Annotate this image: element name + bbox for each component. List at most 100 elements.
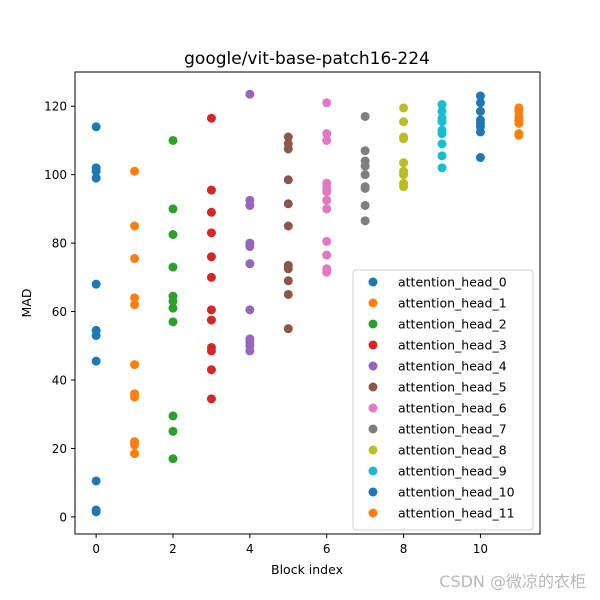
data-point [283,144,293,154]
data-point [283,221,293,231]
data-point [206,315,216,325]
data-point [91,356,101,366]
legend: attention_head_0 attention_head_1 attentio… [352,269,534,531]
legend-label: attention_head_0 [398,275,507,290]
legend-marker [368,466,378,476]
data-point [360,200,370,210]
data-point [322,236,332,246]
legend-marker [368,424,378,434]
data-point [206,185,216,195]
data-point [168,426,178,436]
data-point [206,394,216,404]
plot-frame [74,71,541,535]
data-point [475,106,485,116]
legend-label: attention_head_8 [398,443,507,458]
data-point [437,117,447,127]
data-point [168,204,178,214]
data-point [399,117,409,127]
data-point [399,158,409,168]
data-point [283,289,293,299]
data-point [206,207,216,217]
data-point [283,324,293,334]
data-point [360,216,370,226]
data-point [91,279,101,289]
data-point [283,132,293,142]
y-tick-label: 120 [44,100,67,114]
legend-marker [368,340,378,350]
data-point [322,204,332,214]
y-tick-label: 20 [52,442,67,456]
legend-label: attention_head_9 [398,464,507,479]
data-point [168,296,178,306]
data-point [91,166,101,176]
data-point [437,139,447,149]
data-point [206,228,216,238]
legend-label: attention_head_7 [398,422,507,437]
x-tick-label: 0 [92,542,100,556]
data-point [399,170,409,180]
y-tick-label: 0 [59,510,67,524]
y-tick-label: 40 [52,374,67,388]
legend-marker [368,382,378,392]
data-point [245,305,255,315]
data-point [322,187,332,197]
legend-label: attention_head_4 [398,359,507,374]
data-point [475,98,485,108]
legend-label: attention_head_5 [398,380,507,395]
data-point [514,118,524,128]
legend-label: attention_head_6 [398,401,507,416]
data-point [91,507,101,517]
data-point [360,183,370,193]
data-point [245,259,255,269]
data-point [245,242,255,252]
x-tick-label: 8 [400,542,408,556]
legend-marker [368,403,378,413]
legend-marker [368,445,378,455]
data-point [206,252,216,262]
legend-label: attention_head_3 [398,338,507,353]
data-point [245,89,255,99]
x-tick-label: 2 [169,542,177,556]
legend-label: attention_head_1 [398,296,507,311]
legend-marker [368,361,378,371]
x-tick-label: 10 [473,542,488,556]
x-tick-label: 6 [323,542,331,556]
data-point [130,293,140,303]
data-point [283,276,293,286]
legend-marker [368,277,378,287]
data-point [399,134,409,144]
legend-marker [368,487,378,497]
data-point [399,103,409,113]
data-point [168,230,178,240]
data-point [130,360,140,370]
data-point [322,129,332,139]
legend-label: attention_head_2 [398,317,507,332]
legend-label: attention_head_11 [398,506,515,521]
data-point [168,303,178,313]
data-point [475,153,485,163]
data-point [514,130,524,140]
data-point [283,175,293,185]
x-tick-label: 4 [246,542,254,556]
data-point [437,163,447,173]
data-point [437,100,447,110]
data-point [283,199,293,209]
data-point [130,300,140,310]
data-point [437,106,447,116]
x-axis-ticks: 0 2 4 6 8 10 [92,534,488,556]
data-point [206,365,216,375]
data-point [168,317,178,327]
data-point [91,331,101,341]
data-point [322,267,332,277]
legend-marker [368,319,378,329]
data-point [130,254,140,264]
data-point [91,476,101,486]
legend-label: attention_head_10 [398,485,515,500]
y-axis-label: MAD [19,289,34,318]
data-point [206,305,216,315]
data-point [360,111,370,121]
data-point [168,135,178,145]
legend-box [352,269,534,531]
y-tick-label: 60 [52,305,67,319]
data-point [475,91,485,101]
